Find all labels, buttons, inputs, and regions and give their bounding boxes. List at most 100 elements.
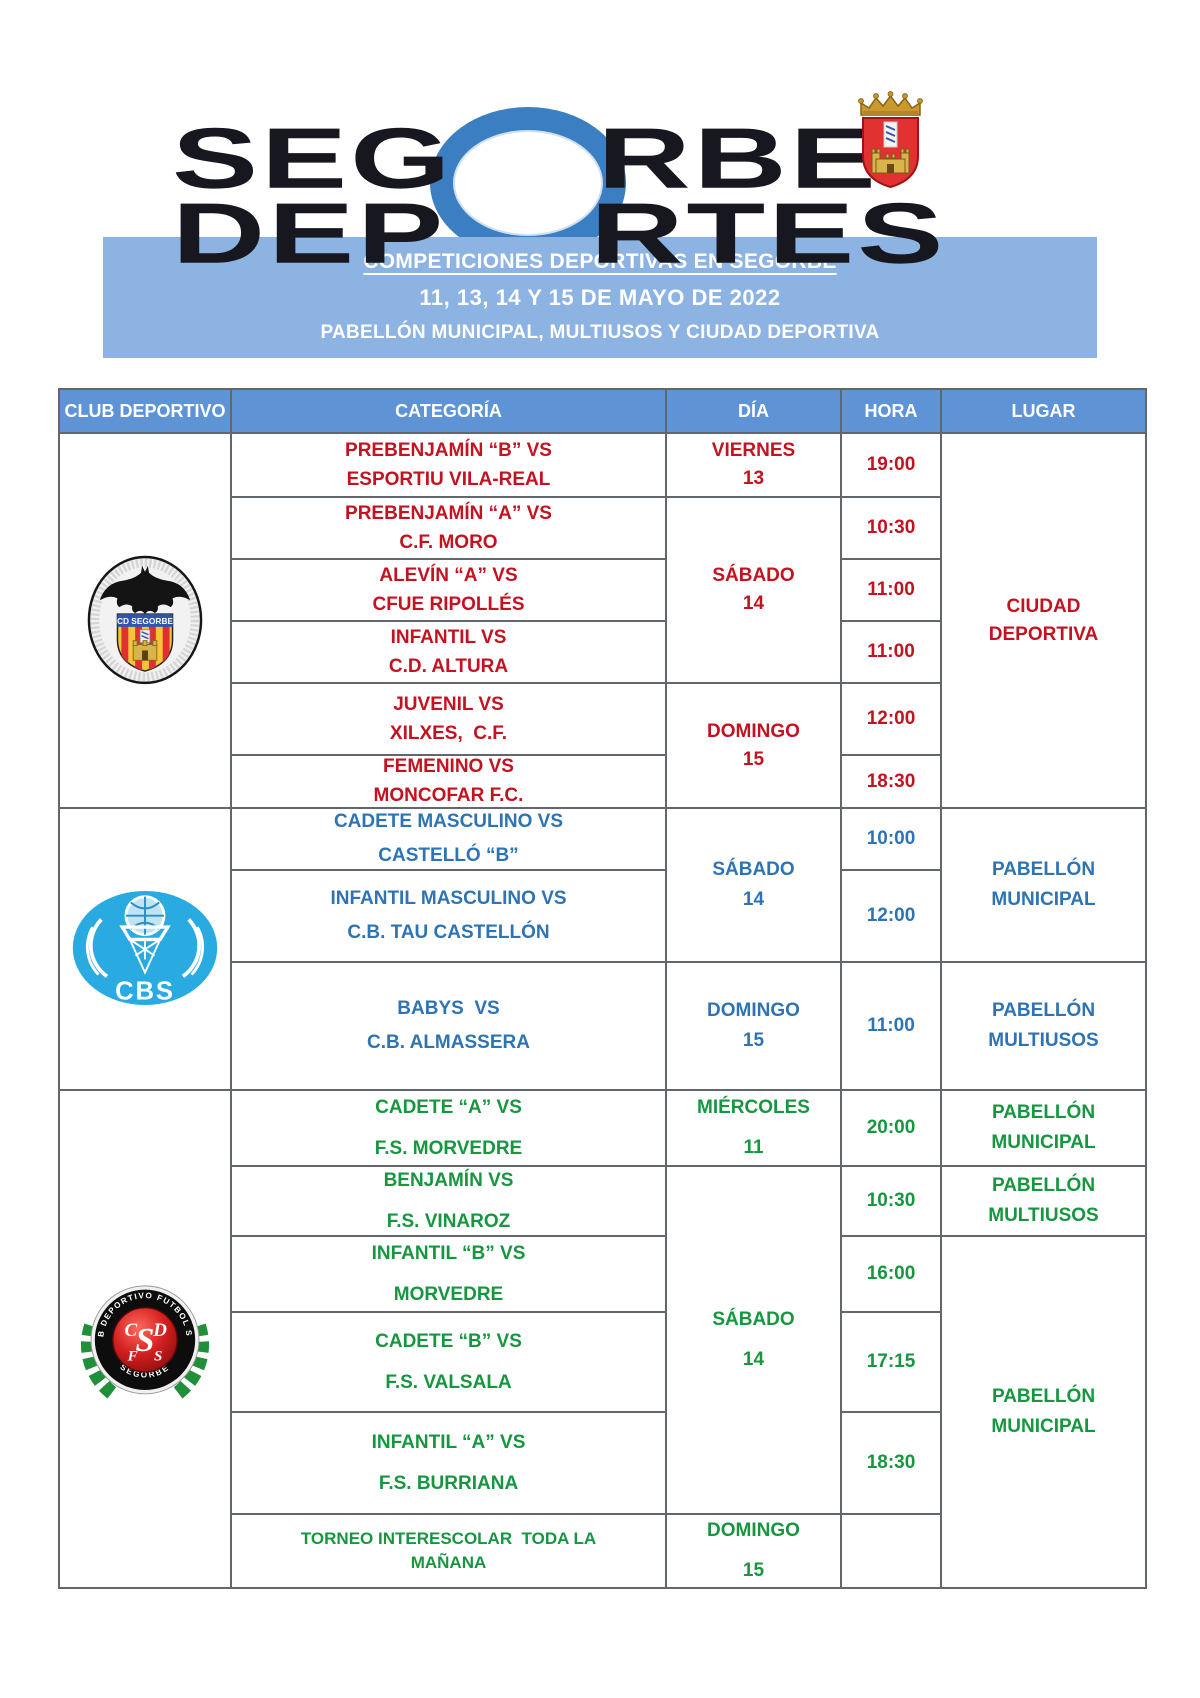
cbs-logo-icon: CBS xyxy=(58,807,232,1091)
event-banner: COMPETICIONES DEPORTIVAS EN SEGORBE 11, … xyxy=(103,237,1097,358)
banner-dates: 11, 13, 14 Y 15 DE MAYO DE 2022 xyxy=(419,285,781,310)
match-cell: INFANTIL “A” VS F.S. BURRIANA xyxy=(230,1411,667,1515)
svg-text:D: D xyxy=(152,1320,167,1341)
day-number: 15 xyxy=(742,748,765,770)
table-row: CADETE “B” VS F.S. VALSALA 17:15 xyxy=(59,1311,1146,1413)
table-row: TORNEO INTERESCOLAR TODA LA MAÑANA DOMIN… xyxy=(59,1513,1146,1589)
match-line1: CADETE MASCULINO VS xyxy=(333,811,564,832)
header-categoria: CATEGORÍA xyxy=(230,388,667,434)
time-cell: 18:30 xyxy=(840,1411,942,1515)
time-cell: 10:00 xyxy=(840,807,942,871)
day-number: 14 xyxy=(742,889,765,910)
match-line2: ESPORTIU VILA-REAL xyxy=(346,468,551,490)
match-line2: F.S. MORVEDRE xyxy=(374,1137,523,1159)
table-row: CLUB DEPORTIVO FUTBOL SALA SEGORBE C D S… xyxy=(58,1089,1147,1589)
time-cell xyxy=(840,1513,942,1589)
match-cell: FEMENINO VS MONCOFAR F.C. xyxy=(230,754,667,809)
match-cell: TORNEO INTERESCOLAR TODA LA MAÑANA xyxy=(230,1513,667,1589)
match-line1: JUVENIL VS xyxy=(393,693,504,715)
match-line2: C.F. MORO xyxy=(399,531,498,553)
schedule-table: CLUB DEPORTIVO CATEGORÍA DÍA HORA LUGAR xyxy=(58,388,1147,1589)
table-row: INFANTIL MASCULINO VS C.B. TAU CASTELLÓN… xyxy=(59,869,1146,963)
table-row: INFANTIL “B” VS MORVEDRE 16:00 PABELLÓN … xyxy=(59,1235,1147,1589)
table-row: INFANTIL VS C.D. ALTURA 11:00 xyxy=(59,620,1146,684)
place-line1: PABELLÓN xyxy=(991,859,1096,880)
match-cell: CADETE MASCULINO VS CASTELLÓ “B” xyxy=(230,807,667,871)
day-number: 15 xyxy=(742,1560,765,1581)
match-cell: ALEVÍN “A” VS CFUE RIPOLLÉS xyxy=(230,558,667,622)
time-cell: 19:00 xyxy=(840,432,942,498)
match-cell: INFANTIL MASCULINO VS C.B. TAU CASTELLÓN xyxy=(230,869,667,963)
match-line1: ALEVÍN “A” VS xyxy=(379,564,518,586)
place-cell: PABELLÓN MUNICIPAL xyxy=(940,1089,1147,1167)
place-line2: MUNICIPAL xyxy=(991,1416,1096,1437)
day-number: 15 xyxy=(742,1030,765,1051)
banner-venues: PABELLÓN MUNICIPAL, MULTIUSOS Y CIUDAD D… xyxy=(320,322,880,343)
day-name: DOMINGO xyxy=(707,720,800,742)
cdfs-segorbe-logo-icon: CLUB DEPORTIVO FUTBOL SALA SEGORBE C D S… xyxy=(58,1089,232,1589)
place-line2: MULTIUSOS xyxy=(988,1030,1099,1051)
header-lugar: LUGAR xyxy=(940,388,1147,434)
match-line2: F.S. BURRIANA xyxy=(378,1472,519,1494)
time-cell: 11:00 xyxy=(840,961,942,1091)
place-line2: MUNICIPAL xyxy=(991,1132,1096,1153)
match-line1: INFANTIL MASCULINO VS xyxy=(330,888,567,909)
match-line2: C.B. TAU CASTELLÓN xyxy=(347,922,550,943)
logo-line1: SEGORBE xyxy=(172,116,946,202)
day-name: MIÉRCOLES xyxy=(697,1097,810,1118)
day-number: 11 xyxy=(743,1137,764,1158)
table-header-row: CLUB DEPORTIVO CATEGORÍA DÍA HORA LUGAR xyxy=(58,388,1147,434)
svg-text:S: S xyxy=(154,1348,162,1364)
match-cell: CADETE “B” VS F.S. VALSALA xyxy=(230,1311,667,1413)
match-line1: PREBENJAMÍN “B” VS xyxy=(345,439,552,461)
match-cell: PREBENJAMÍN “B” VS ESPORTIU VILA-REAL xyxy=(230,432,667,498)
day-name: SÁBADO xyxy=(712,859,795,880)
segorbe-deportes-logo: SEGORBE DEPORTES xyxy=(0,45,1200,276)
day-cell: DOMINGO 15 xyxy=(665,961,842,1091)
logo-wordmark: SEGORBE DEPORTES xyxy=(172,116,946,277)
place-line2: MUNICIPAL xyxy=(991,889,1096,910)
place-cell: PABELLÓN MULTIUSOS xyxy=(940,1165,1147,1237)
time-cell: 17:15 xyxy=(840,1311,942,1413)
logo-line2-post: RTES xyxy=(590,185,947,282)
table-row: CD SEGORBE PREBENJAMÍN “B” VS ESPORTIU V… xyxy=(58,432,1147,809)
header-dia: DÍA xyxy=(665,388,842,434)
time-cell: 10:30 xyxy=(840,496,942,560)
match-line1: INFANTIL “B” VS xyxy=(371,1242,526,1264)
day-number: 14 xyxy=(742,593,765,614)
match-line2: F.S. VINAROZ xyxy=(386,1210,511,1232)
table-row: JUVENIL VS XILXES, C.F. DOMINGO 15 12:00 xyxy=(59,682,1146,809)
place-cell: PABELLÓN MUNICIPAL xyxy=(940,807,1147,963)
logo-line2-pre: DEP xyxy=(172,185,447,282)
table-row: CBS CADETE MASCULINO VS CASTELLÓ “B” SÁB… xyxy=(58,807,1147,1091)
segorbe-city-crest-icon xyxy=(858,91,923,189)
match-line1: TORNEO INTERESCOLAR TODA LA xyxy=(300,1529,597,1548)
logo-line1-post: RBE xyxy=(597,110,879,207)
match-line2: C.D. ALTURA xyxy=(388,655,509,677)
match-line1: CADETE “B” VS xyxy=(375,1330,522,1352)
day-number: 13 xyxy=(742,468,765,489)
logo-line1-ghost-o: O xyxy=(453,119,597,188)
place-line1: PABELLÓN xyxy=(991,1175,1096,1196)
day-cell: DOMINGO 15 xyxy=(665,1513,842,1589)
day-name: SÁBADO xyxy=(712,1309,795,1330)
day-name: DOMINGO xyxy=(707,1000,800,1021)
time-cell: 18:30 xyxy=(840,754,942,809)
time-cell: 20:00 xyxy=(840,1089,942,1167)
day-number: 14 xyxy=(742,1349,765,1370)
time-cell: 11:00 xyxy=(840,558,942,622)
header-hora: HORA xyxy=(840,388,942,434)
time-cell: 12:00 xyxy=(840,869,942,963)
place-line1: PABELLÓN xyxy=(991,1102,1096,1123)
match-line2: MAÑANA xyxy=(410,1553,487,1572)
banner-title: COMPETICIONES DEPORTIVAS EN SEGORBE xyxy=(363,250,837,273)
day-cell: DOMINGO 15 xyxy=(665,682,842,809)
match-cell: INFANTIL “B” VS MORVEDRE xyxy=(230,1235,667,1313)
table-row: BABYS VS C.B. ALMASSERA DOMINGO 15 11:00… xyxy=(59,961,1147,1091)
place-line1: CIUDAD xyxy=(1006,595,1081,617)
match-cell: CADETE “A” VS F.S. MORVEDRE xyxy=(230,1089,667,1167)
match-line1: BABYS VS xyxy=(397,998,500,1019)
svg-text:F: F xyxy=(127,1348,138,1364)
day-cell: SÁBADO 14 xyxy=(665,496,842,684)
